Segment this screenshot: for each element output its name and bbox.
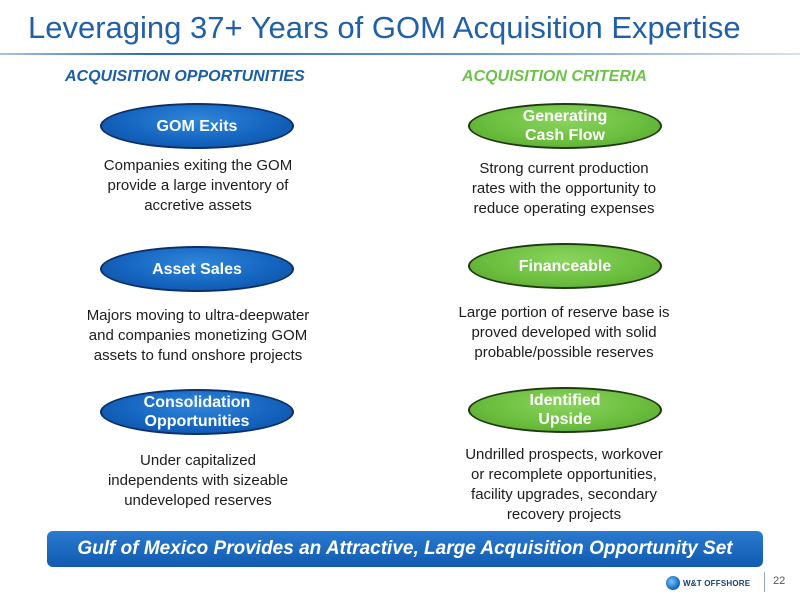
oval-financeable: Financeable [468, 243, 662, 289]
right-column-heading: ACQUISITION CRITERIA [462, 68, 647, 85]
logo-globe-icon [666, 576, 680, 590]
oval-identified-upside: Identified Upside [468, 387, 662, 433]
description-consolidation-opportunities: Under capitalized independents with size… [107, 452, 289, 509]
slide-title: Leveraging 37+ Years of GOM Acquisition … [28, 10, 741, 45]
logo-text: W&T OFFSHORE [683, 578, 751, 588]
page-number: 22 [773, 575, 786, 587]
summary-banner: Gulf of Mexico Provides an Attractive, L… [47, 531, 763, 567]
footer-divider [764, 572, 765, 592]
oval-asset-sales: Asset Sales [100, 246, 294, 292]
title-divider [0, 53, 800, 55]
description-financeable: Large portion of reserve base is proved … [458, 304, 670, 361]
description-generating-cash-flow: Strong current production rates with the… [471, 160, 657, 217]
oval-generating-cash-flow: Generating Cash Flow [468, 103, 662, 149]
left-column-heading: ACQUISITION OPPORTUNITIES [65, 68, 305, 85]
description-asset-sales: Majors moving to ultra-deepwater and com… [86, 307, 310, 364]
oval-consolidation-opportunities: Consolidation Opportunities [100, 389, 294, 435]
description-gom-exits: Companies exiting the GOM provide a larg… [103, 157, 293, 214]
description-identified-upside: Undrilled prospects, workover or recompl… [465, 446, 663, 523]
oval-gom-exits: GOM Exits [100, 103, 294, 149]
company-logo: W&T OFFSHORE [666, 574, 750, 592]
